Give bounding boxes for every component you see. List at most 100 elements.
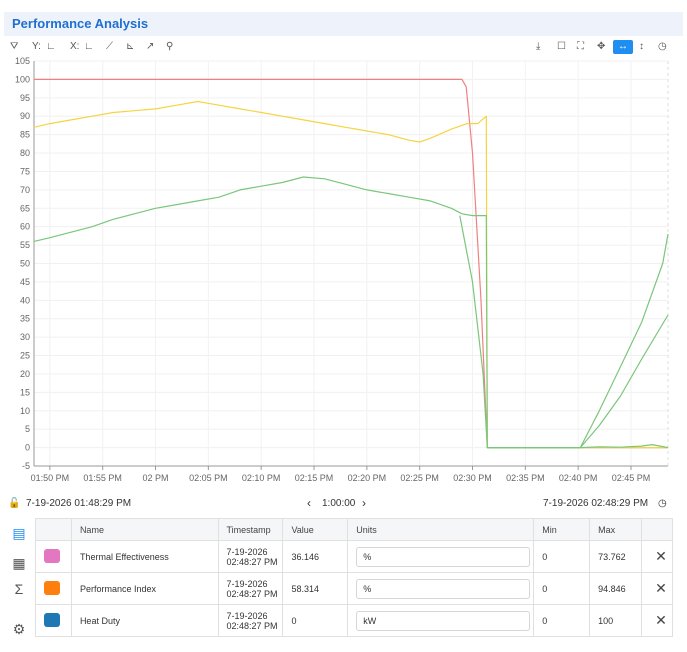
y-axis-label: Y: [32, 41, 41, 52]
panel-title: Performance Analysis [12, 16, 149, 31]
table-row: Performance Index 7-19-2026 02:48:27 PM 5… [35, 572, 673, 605]
y-tick-label: 30 [20, 332, 30, 342]
table-row: Thermal Effectiveness 7-19-2026 02:48:27 … [35, 540, 673, 573]
row-max: 73.762 [589, 540, 642, 573]
row-min: 0 [533, 540, 591, 573]
y-tick-label: 65 [20, 203, 30, 213]
y-tick-label: 70 [20, 185, 30, 195]
y-tick-label: 10 [20, 406, 30, 416]
x-tick-label: 02:15 PM [295, 473, 334, 483]
chart-svg[interactable]: -5 0 5 10 15 20 25 30 35 40 45 50 55 60 65 70 75 80 85 90 95… [0, 57, 687, 487]
range-start: 7-19-2026 01:48:29 PM [26, 498, 132, 509]
x-axis-label: X: [70, 41, 80, 52]
comment-icon[interactable]: ☐ [557, 41, 566, 52]
remove-row-button[interactable]: ✕ [641, 604, 673, 637]
series-color-swatch[interactable] [44, 580, 60, 595]
trend-chart[interactable]: -5 0 5 10 15 20 25 30 35 40 45 50 55 60 65 70 75 80 85 90 95… [0, 57, 687, 487]
horizontal-zoom-icon[interactable]: ↔ [613, 40, 633, 54]
trend-icon[interactable]: ⟋ [106, 41, 113, 52]
range-span[interactable]: 1:00:00 [322, 498, 356, 509]
series-line-1 [33, 100, 668, 449]
remove-row-button[interactable]: ✕ [641, 540, 673, 573]
row-value: 58.314 [282, 572, 349, 605]
x-tick-label: 02:10 PM [242, 473, 281, 483]
units-field[interactable]: kW [356, 610, 531, 631]
chart-view-icon[interactable]: ▦ [12, 555, 26, 571]
column-header-units[interactable]: Units [347, 518, 535, 541]
link-icon[interactable]: ⚲ [166, 41, 174, 52]
column-header-timestamp[interactable]: Timestamp [217, 518, 284, 541]
table-view-icon[interactable]: ▤ [12, 525, 26, 541]
lock-icon[interactable]: 🔓 [8, 498, 21, 509]
y-tick-label: 75 [20, 166, 30, 176]
settings-icon[interactable]: ⚙ [12, 621, 26, 637]
row-max: 94.846 [589, 572, 642, 605]
y-tick-label: 0 [25, 443, 30, 453]
y-axis-icon[interactable]: ∟ [46, 41, 56, 52]
tag-table: Name Timestamp Value Units Min Max Therm… [35, 518, 673, 637]
y-tick-label: 55 [20, 240, 30, 250]
row-max: 100 [589, 604, 642, 637]
x-tick-label: 02:30 PM [453, 473, 492, 483]
row-timestamp: 7-19-2026 02:48:27 PM [217, 572, 284, 605]
units-field[interactable]: % [356, 578, 531, 599]
row-name: Performance Index [70, 572, 219, 605]
row-min: 0 [533, 604, 591, 637]
y-tick-label: 20 [20, 369, 30, 379]
range-next-button[interactable]: › [362, 496, 366, 510]
row-timestamp: 7-19-2026 02:48:27 PM [217, 604, 284, 637]
row-min: 0 [533, 572, 591, 605]
range-end: 7-19-2026 02:48:29 PM [543, 498, 649, 509]
y-tick-label: 105 [15, 57, 30, 66]
view-sidebar: ▤ ▦ Σ ⚙ [4, 518, 34, 644]
column-header-max[interactable]: Max [589, 518, 642, 541]
y-tick-label: 15 [20, 387, 30, 397]
statistics-icon[interactable]: Σ [14, 581, 24, 597]
y-tick-label: 45 [20, 277, 30, 287]
move-icon[interactable]: ✥ [597, 41, 606, 52]
vertical-zoom-icon[interactable]: ↕ [639, 41, 644, 52]
color-column-header [35, 518, 72, 541]
series-line-4 [487, 444, 669, 449]
x-tick-label: 01:55 PM [83, 473, 122, 483]
x-tick-label: 02:45 PM [612, 473, 651, 483]
y-tick-label: 100 [15, 74, 30, 84]
history-icon[interactable]: ◷ [658, 41, 667, 52]
series-color-swatch[interactable] [44, 548, 60, 563]
x-tick-label: 02:40 PM [559, 473, 598, 483]
row-timestamp: 7-19-2026 02:48:27 PM [217, 540, 284, 573]
y-tick-label: 90 [20, 111, 30, 121]
panel-header: Performance Analysis [4, 12, 683, 36]
fullscreen-icon[interactable]: ⛶ [577, 41, 584, 52]
y-tick-label: 95 [20, 93, 30, 103]
x-tick-label: 02:20 PM [348, 473, 387, 483]
clock-icon[interactable]: ◷ [658, 498, 667, 509]
chart-settings-icon[interactable]: ⛛ [10, 41, 19, 52]
y-tick-label: -5 [22, 461, 30, 471]
series-line-2 [33, 176, 669, 449]
axis-icon[interactable]: ⊾ [126, 41, 135, 52]
y-tick-label: 25 [20, 351, 30, 361]
y-tick-label: 50 [20, 259, 30, 269]
column-header-min[interactable]: Min [533, 518, 591, 541]
chart-toolbar: ⛛ Y: ∟ X: ∟ ⟋ ⊾ ↗ ⚲ ⤓ ☐ ⛶ ✥ ↔ ↕ ◷ [4, 37, 683, 57]
range-prev-button[interactable]: ‹ [307, 496, 311, 510]
y-tick-label: 80 [20, 148, 30, 158]
row-value: 36.146 [282, 540, 349, 573]
x-tick-label: 01:50 PM [31, 473, 70, 483]
x-tick-label: 02:25 PM [400, 473, 439, 483]
remove-row-button[interactable]: ✕ [641, 572, 673, 605]
y-tick-label: 35 [20, 314, 30, 324]
units-field[interactable]: % [356, 546, 531, 567]
download-icon[interactable]: ⤓ [536, 41, 541, 52]
series-color-swatch[interactable] [44, 612, 60, 627]
column-header-name[interactable]: Name [70, 518, 219, 541]
actions-column-header [641, 518, 673, 541]
row-name: Thermal Effectiveness [70, 540, 219, 573]
column-header-value[interactable]: Value [282, 518, 349, 541]
x-tick-label: 02:35 PM [506, 473, 545, 483]
x-axis-icon[interactable]: ∟ [84, 41, 94, 52]
time-range-bar: 🔓 7-19-2026 01:48:29 PM ‹ 1:00:00 › 7-19… [0, 495, 687, 515]
x-tick-label: 02:05 PM [189, 473, 228, 483]
line-chart-icon[interactable]: ↗ [146, 41, 155, 52]
